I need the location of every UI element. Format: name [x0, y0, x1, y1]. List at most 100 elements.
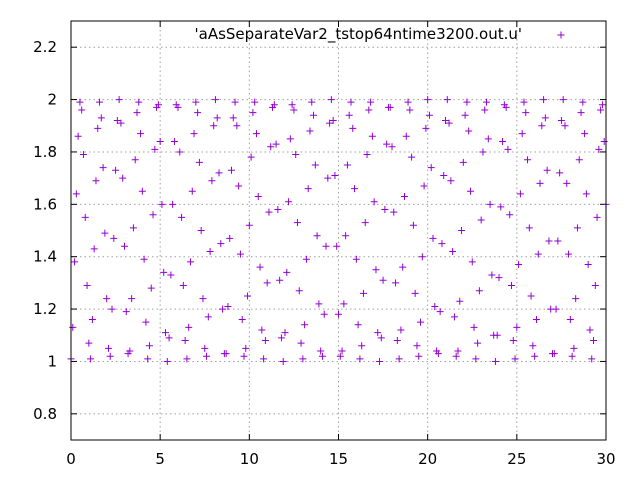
data-point: [552, 305, 560, 313]
data-point: [582, 190, 590, 198]
data-point: [117, 119, 125, 127]
data-point: [83, 281, 91, 289]
data-point: [197, 227, 205, 234]
data-point: [361, 219, 369, 227]
data-point: [351, 185, 359, 193]
data-point: [561, 122, 569, 130]
data-point: [308, 98, 316, 106]
data-point: [495, 274, 503, 282]
data-point: [536, 179, 544, 187]
data-point: [550, 350, 558, 358]
data-point: [270, 101, 278, 109]
data-point: [481, 106, 489, 114]
data-point: [277, 334, 285, 342]
data-point: [431, 302, 439, 310]
y-tick-label: 1: [47, 352, 57, 370]
data-point: [306, 127, 314, 135]
data-point: [165, 334, 173, 342]
data-point: [395, 355, 403, 363]
data-point: [115, 96, 123, 104]
data-point: [386, 103, 394, 111]
data-point: [347, 98, 355, 106]
data-point: [104, 344, 112, 352]
data-point: [229, 114, 237, 122]
data-point: [572, 295, 580, 303]
data-point: [69, 323, 77, 331]
data-point: [595, 145, 603, 153]
data-point: [590, 336, 598, 344]
data-point: [436, 308, 444, 316]
plot-frame: [70, 20, 607, 441]
data-point: [554, 237, 562, 245]
data-point: [103, 295, 111, 303]
data-point: [336, 352, 344, 360]
data-point: [140, 255, 148, 263]
data-point: [440, 172, 448, 180]
data-point: [450, 313, 458, 321]
data-point: [399, 263, 407, 271]
data-point: [99, 164, 107, 172]
data-point: [290, 106, 298, 114]
data-point: [418, 253, 426, 261]
data-point: [541, 114, 549, 122]
data-point: [174, 103, 182, 111]
data-point: [570, 344, 578, 352]
data-point: [491, 357, 499, 365]
data-point: [565, 250, 573, 258]
y-tick-labels: 0.8 1 1.2 1.4 1.6 1.8 2 2.2: [33, 38, 57, 423]
data-point: [577, 109, 585, 117]
data-point: [379, 276, 387, 284]
data-point: [267, 143, 275, 151]
data-point: [466, 187, 474, 195]
data-point: [456, 297, 464, 305]
data-point: [581, 130, 589, 138]
data-point: [518, 130, 526, 138]
data-point: [497, 203, 505, 211]
data-point: [515, 261, 523, 269]
data-point: [192, 98, 200, 106]
data-point: [529, 342, 537, 350]
data-point: [126, 347, 134, 355]
data-point: [365, 106, 373, 114]
y-tick-label: 0.8: [33, 405, 57, 423]
data-point: [470, 323, 478, 331]
data-point: [511, 355, 519, 363]
data-point: [322, 242, 330, 250]
data-point: [545, 237, 553, 245]
y-tick-label: 2: [47, 91, 57, 109]
data-point: [138, 187, 146, 195]
data-point: [76, 98, 84, 106]
axis-ticks: [70, 21, 607, 440]
data-point: [222, 350, 230, 358]
data-point: [195, 158, 203, 166]
data-point: [101, 229, 109, 237]
x-tick-label: 5: [155, 450, 165, 468]
data-point: [377, 334, 385, 342]
data-point: [156, 137, 164, 145]
data-point: [499, 137, 507, 145]
data-point: [327, 96, 335, 104]
data-point: [97, 114, 105, 122]
data-point: [256, 263, 264, 271]
data-point: [203, 352, 211, 360]
data-point: [194, 109, 202, 117]
data-point: [128, 295, 136, 303]
data-point: [295, 287, 303, 295]
data-point: [445, 119, 453, 127]
data-point: [363, 151, 371, 159]
data-point: [160, 268, 168, 276]
data-point: [340, 300, 348, 308]
data-point: [251, 98, 259, 106]
data-point: [383, 140, 391, 148]
data-point: [472, 355, 480, 363]
data-point: [381, 206, 389, 214]
x-tick-label: 25: [507, 450, 526, 468]
legend: 'aAsSeparateVar2_tstop64ntime3200.out.u': [195, 25, 565, 44]
data-point: [188, 187, 196, 195]
data-point: [320, 310, 328, 318]
data-point: [352, 255, 360, 263]
data-point: [502, 103, 510, 111]
data-point: [557, 117, 565, 125]
data-point: [113, 117, 121, 125]
data-point: [204, 313, 212, 321]
